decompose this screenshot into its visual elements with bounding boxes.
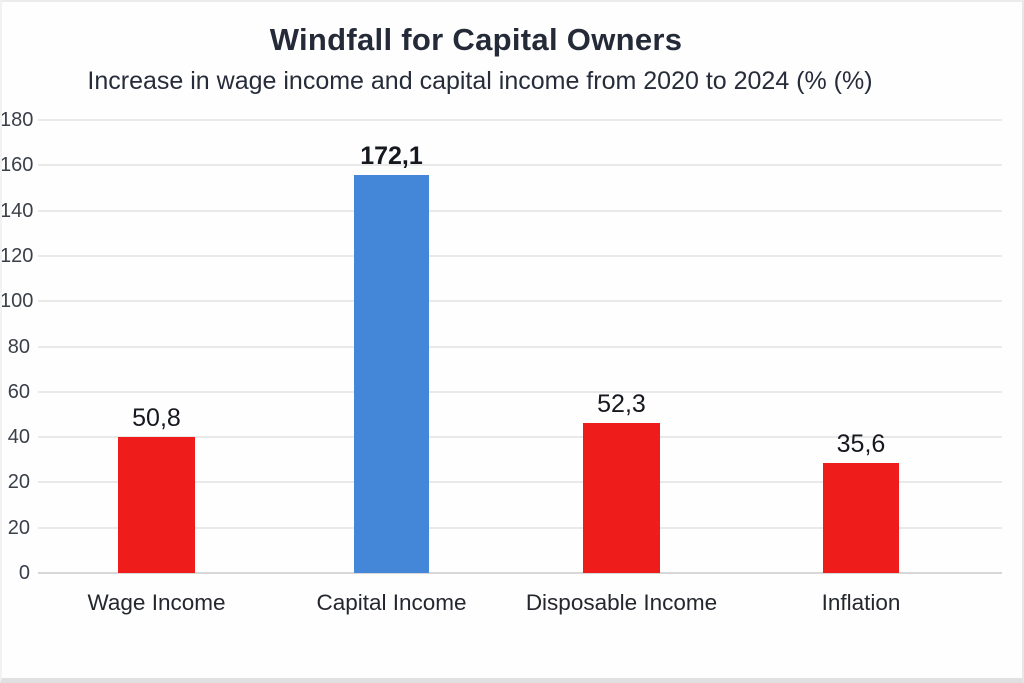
- bar-capital-income: [354, 175, 429, 573]
- gridline: [38, 526, 1002, 529]
- y-axis-tick-label: 120: [0, 244, 34, 267]
- gridline: [38, 390, 1002, 393]
- gridline: [38, 209, 1002, 212]
- x-axis-baseline: [38, 572, 1002, 574]
- gridline: [38, 254, 1002, 257]
- gridline: [38, 345, 1002, 348]
- bar-value-label-disposable-income: 52,3: [597, 390, 646, 418]
- x-axis-category-label-disposable-income: Disposable Income: [525, 590, 718, 615]
- gridline: [38, 481, 1002, 484]
- y-axis-tick-label: 20: [7, 516, 30, 539]
- y-axis-tick-label: 60: [7, 380, 30, 403]
- gridline: [38, 119, 1002, 121]
- bar-value-label-inflation: 35,6: [836, 430, 886, 458]
- gridline: [38, 164, 1002, 167]
- x-axis-category-label-wage-income: Wage Income: [87, 590, 226, 615]
- y-axis-tick-label: 180: [0, 109, 34, 131]
- y-axis-tick-label: 0: [18, 562, 30, 584]
- y-axis-tick-label: 40: [7, 426, 30, 449]
- y-axis-tick-label: 20: [7, 471, 30, 494]
- y-axis-tick-label: 100: [0, 290, 34, 313]
- chart-subtitle: Increase in wage income and capital inco…: [87, 67, 873, 95]
- y-axis-tick-label: 160: [0, 154, 34, 177]
- gridline: [38, 436, 1002, 439]
- y-axis-tick-label: 80: [7, 335, 30, 358]
- x-axis-category-label-inflation: Inflation: [821, 590, 901, 615]
- bar-wage-income: [118, 437, 195, 573]
- gridline: [38, 300, 1002, 303]
- bar-value-label-wage-income: 50,8: [132, 404, 181, 432]
- bar-inflation: [823, 463, 899, 573]
- y-axis-tick-label: 140: [0, 199, 34, 222]
- chart-title: Windfall for Capital Owners: [269, 22, 683, 57]
- x-axis-category-label-capital-income: Capital Income: [316, 590, 467, 615]
- bar-disposable-income: [583, 423, 660, 573]
- bar-value-label-capital-income: 172,1: [360, 142, 423, 170]
